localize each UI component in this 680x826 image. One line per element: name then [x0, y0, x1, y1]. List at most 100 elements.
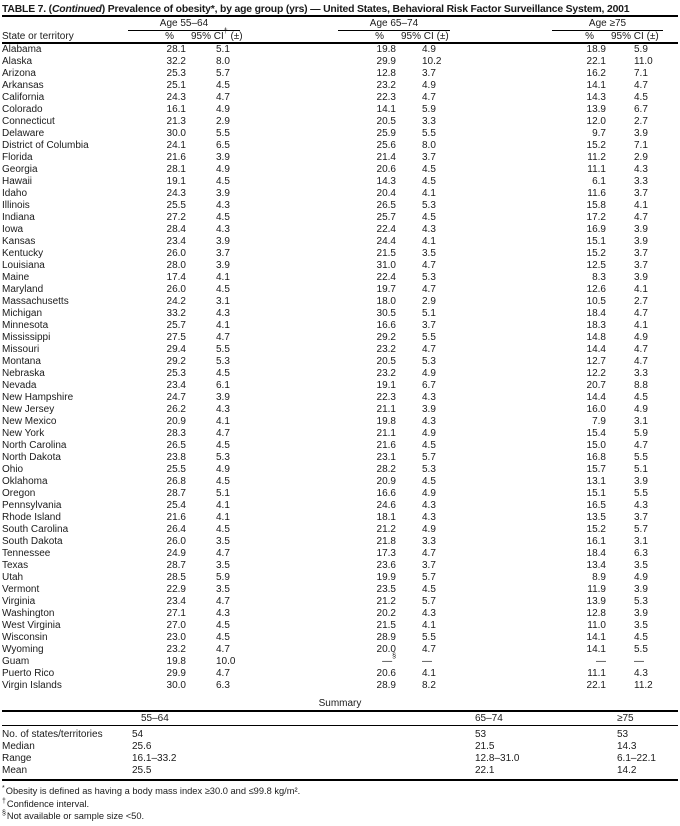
pct-ge75: 22.1	[586, 680, 606, 691]
pct-ge75: 16.8	[586, 452, 606, 463]
ci-55-64: 3.5	[216, 584, 230, 595]
pct-55-64: 21.6	[166, 512, 186, 523]
pct-65-74: 21.8	[376, 536, 396, 547]
state-name: New Hampshire	[2, 392, 74, 403]
table-row: Iowa 28.4 4.3 22.4 4.3 16.9 3.9	[2, 224, 678, 236]
table-row: Connecticut 21.3 2.9 20.5 3.3 12.0 2.7	[2, 116, 678, 128]
ci-ge75: 4.3	[634, 164, 648, 175]
ci-55-64: 4.5	[216, 524, 230, 535]
summary-column-ge75: ≥75	[617, 713, 634, 724]
ci-column-header-ge75: 95% CI (±)	[611, 31, 659, 42]
ci-55-64: 4.5	[216, 440, 230, 451]
state-name: New Jersey	[2, 404, 55, 415]
table-body: Alabama 28.1 5.1 19.8 4.9 18.9 5.9 Alaska 32.2 8.…	[2, 44, 678, 692]
state-name: Indiana	[2, 212, 35, 223]
pct-ge75: 15.4	[586, 428, 606, 439]
summary-header-row: 55–64 65–74 ≥75	[2, 712, 678, 725]
ci-65-74: 3.5	[422, 248, 436, 259]
pct-65-74: 25.9	[376, 128, 396, 139]
table-row: Alaska 32.2 8.0 29.9 10.2 22.1 11.0	[2, 56, 678, 68]
ci-55-64: 4.1	[216, 416, 230, 427]
summary-row-label: Range	[2, 753, 32, 764]
state-name: Hawaii	[2, 176, 33, 187]
pct-65-74: 21.2	[376, 596, 396, 607]
pct-55-64: 25.4	[166, 500, 186, 511]
pct-ge75: 15.1	[586, 488, 606, 499]
ci-65-74: 4.7	[422, 92, 436, 103]
pct-65-74: 29.9	[376, 56, 396, 67]
pct-ge75: 16.1	[586, 536, 606, 547]
pct-65-74: 16.6	[376, 320, 396, 331]
ci-65-74: 4.9	[422, 368, 436, 379]
ci-55-64: 4.5	[216, 212, 230, 223]
summary-body: No. of states/territories 54 53 53 Median 25.…	[2, 726, 678, 779]
table-row: North Carolina 26.5 4.5 21.6 4.5 15.0 4.7	[2, 440, 678, 452]
ci-65-74: 5.5	[422, 632, 436, 643]
pct-ge75: 11.2	[587, 152, 606, 163]
pct-55-64: 23.2	[166, 644, 186, 655]
table-row: Michigan 33.2 4.3 30.5 5.1 18.4 4.7	[2, 308, 678, 320]
ci-ge75: 3.5	[634, 560, 648, 571]
pct-55-64: 33.2	[166, 308, 186, 319]
footnote-text: Confidence interval.	[6, 798, 90, 809]
summary-row-label: Median	[2, 741, 35, 752]
pct-ge75: 6.1	[592, 176, 606, 187]
age-group-header-row: Age 55–64 Age 65–74 Age ≥75	[2, 18, 678, 31]
ci-65-74: 4.3	[422, 512, 436, 523]
ci-ge75: 3.7	[634, 248, 648, 259]
ci-65-74: 4.9	[422, 488, 436, 499]
pct-55-64: 16.1	[166, 104, 186, 115]
footnote-confidence-interval: †Confidence interval.	[2, 797, 678, 810]
pct-55-64: 26.0	[166, 536, 186, 547]
ci-55-64: 4.3	[216, 308, 230, 319]
ci-55-64: 4.5	[216, 80, 230, 91]
pct-ge75: 13.9	[586, 596, 606, 607]
table-row: Arkansas 25.1 4.5 23.2 4.9 14.1 4.7	[2, 80, 678, 92]
ci-55-64: 3.9	[216, 152, 230, 163]
summary-row: No. of states/territories 54 53 53	[2, 729, 678, 741]
ci-55-64: 4.7	[216, 668, 230, 679]
pct-55-64: 24.3	[166, 92, 186, 103]
table-row: Washington 27.1 4.3 20.2 4.3 12.8 3.9	[2, 608, 678, 620]
ci-55-64: 6.1	[216, 380, 230, 391]
ci-65-74: 4.5	[422, 476, 436, 487]
table-title: TABLE 7. (Continued) Prevalence of obesi…	[2, 2, 678, 15]
summary-column-65-74: 65–74	[475, 713, 503, 724]
ci-65-74: 5.3	[422, 356, 436, 367]
ci-65-74: 4.9	[422, 80, 436, 91]
state-name: South Carolina	[2, 524, 69, 535]
table-row: Florida 21.6 3.9 21.4 3.7 11.2 2.9	[2, 152, 678, 164]
state-name: Delaware	[2, 128, 45, 139]
state-name: Washington	[2, 608, 55, 619]
state-name: Montana	[2, 356, 41, 367]
pct-55-64: 23.4	[166, 380, 186, 391]
summary-value-55-64: 16.1–33.2	[132, 753, 177, 764]
pct-55-64: 28.7	[166, 560, 186, 571]
pct-65-74: 19.8	[376, 416, 396, 427]
state-name: South Dakota	[2, 536, 63, 547]
ci-ge75: 5.7	[634, 524, 648, 535]
ci-55-64: 6.3	[216, 680, 230, 691]
ci-column-header-55-64: 95% CI† (±)	[191, 27, 243, 42]
pct-65-74: 21.5	[376, 620, 396, 631]
pct-65-74: 23.5	[376, 584, 396, 595]
summary-value-65-74: 22.1	[475, 765, 495, 776]
pct-55-64: 24.7	[166, 392, 186, 403]
state-name: California	[2, 92, 45, 103]
table-row: Alabama 28.1 5.1 19.8 4.9 18.9 5.9	[2, 44, 678, 56]
pct-ge75: 14.1	[586, 80, 606, 91]
age-ge75-group-label: Age ≥75	[552, 18, 663, 31]
pct-55-64: 29.9	[166, 668, 186, 679]
ci-ge75: 7.1	[634, 68, 648, 79]
state-name: Texas	[2, 560, 29, 571]
pct-ge75: 14.4	[586, 344, 606, 355]
pct-ge75: 11.6	[587, 188, 606, 199]
table-row: South Dakota 26.0 3.5 21.8 3.3 16.1 3.1	[2, 536, 678, 548]
ci-65-74: 4.1	[422, 236, 436, 247]
ci-ge75: 5.5	[634, 644, 648, 655]
ci-65-74: 8.2	[422, 680, 436, 691]
ci-65-74: 5.1	[422, 308, 436, 319]
state-name: Georgia	[2, 164, 38, 175]
table-row: District of Columbia 24.1 6.5 25.6 8.0 15.2 7.…	[2, 140, 678, 152]
